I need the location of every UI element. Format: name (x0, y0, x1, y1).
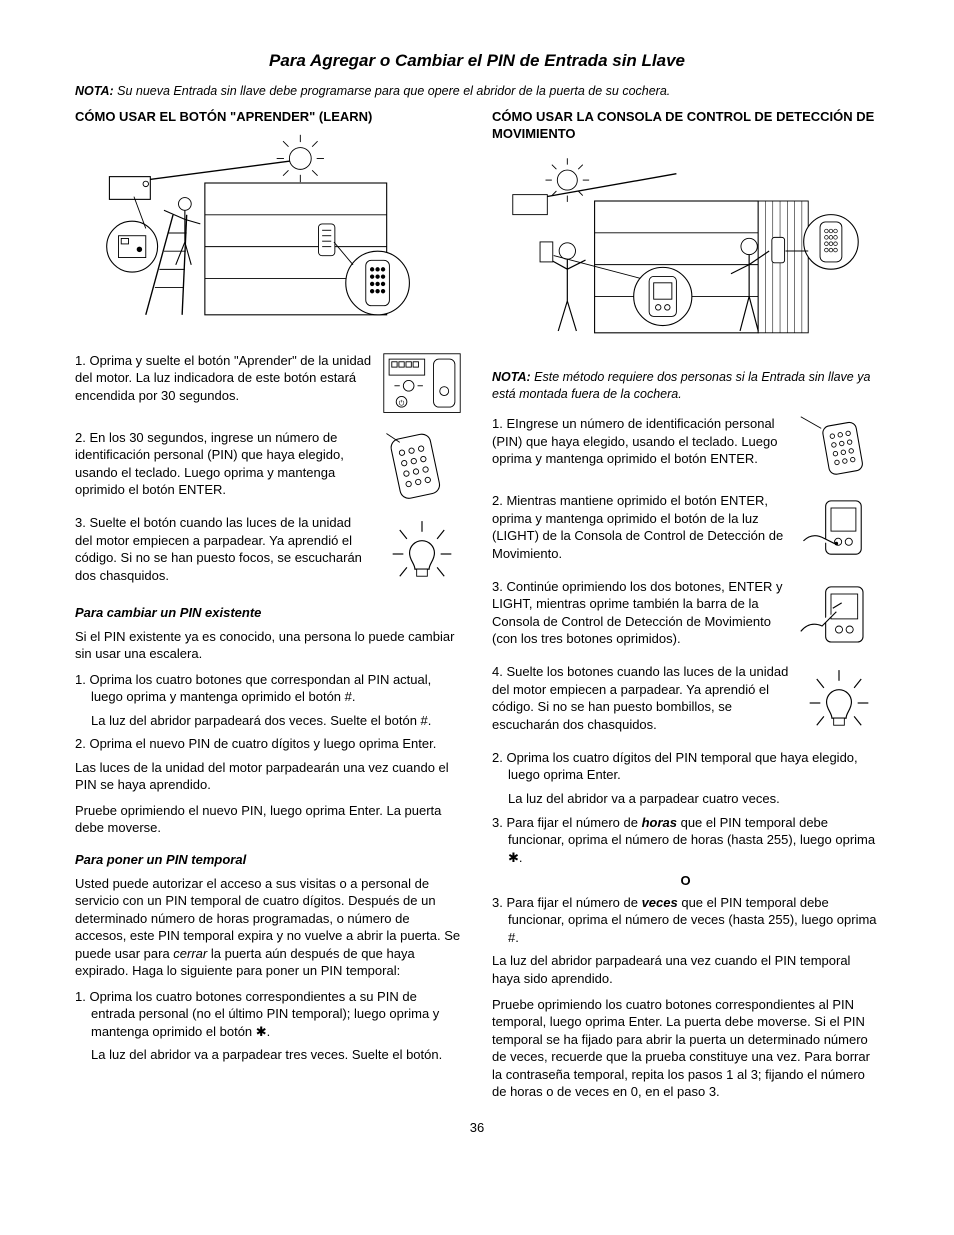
list-item: 3. Para fijar el número de horas que el … (492, 814, 879, 867)
list-item: 1. Oprima los cuatro botones que corresp… (75, 671, 462, 706)
step-text: 3. Suelte el botón cuando las luces de l… (75, 514, 372, 584)
step-text: 2. En los 30 segundos, ingrese un número… (75, 429, 372, 499)
body-text: Pruebe oprimiendo los cuatro botones cor… (492, 996, 879, 1101)
top-note: NOTA: Su nueva Entrada sin llave debe pr… (75, 83, 879, 100)
left-step-3: 3. Suelte el botón cuando las luces de l… (75, 514, 462, 590)
list-item: 1. Oprima los cuatro botones correspondi… (75, 988, 462, 1041)
right-column: CÓMO USAR LA CONSOLA DE CONTROL DE DETEC… (492, 108, 879, 1109)
step-text: 1. EIngrese un número de identificación … (492, 415, 789, 468)
left-column: CÓMO USAR EL BOTÓN "APRENDER" (LEARN) (75, 108, 462, 1109)
body-text: Pruebe oprimiendo el nuevo PIN, luego op… (75, 802, 462, 837)
console-press-icon (799, 492, 879, 568)
body-text: Usted puede autorizar el acceso a sus vi… (75, 875, 462, 980)
nota-label: NOTA: (492, 370, 531, 384)
page-number: 36 (75, 1119, 879, 1137)
keypad-icon (799, 415, 879, 482)
motor-panel-icon: ⏻ (382, 352, 462, 419)
lightbulb-icon (799, 663, 879, 739)
page-title: Para Agregar o Cambiar el PIN de Entrada… (75, 50, 879, 73)
list-sub: La luz del abridor va a parpadear cuatro… (492, 790, 879, 808)
right-step-4: 4. Suelte los botones cuando las luces d… (492, 663, 879, 739)
garage-console-illustration (492, 151, 879, 351)
step-text: 4. Suelte los botones cuando las luces d… (492, 663, 789, 733)
svg-text:⏻: ⏻ (399, 399, 405, 407)
subheading-temp-pin: Para poner un PIN temporal (75, 851, 462, 869)
lightbulb-icon (382, 514, 462, 590)
step-text: 2. Mientras mantiene oprimido el botón E… (492, 492, 789, 562)
nota-label: NOTA: (75, 84, 114, 98)
list-item: 2. Oprima el nuevo PIN de cuatro dígitos… (75, 735, 462, 753)
list-item: 2. Oprima los cuatro dígitos del PIN tem… (492, 749, 879, 784)
nota-text: Este método requiere dos personas si la … (492, 370, 870, 401)
step-text: 1. Oprima y suelte el botón "Aprender" d… (75, 352, 372, 405)
console-bar-icon (799, 578, 879, 654)
right-note: NOTA: Este método requiere dos personas … (492, 369, 879, 403)
list-item: 3. Para fijar el número de veces que el … (492, 894, 879, 947)
list-sub: La luz del abridor va a parpadear tres v… (75, 1046, 462, 1064)
subheading-change-pin: Para cambiar un PIN existente (75, 604, 462, 622)
nota-text: Su nueva Entrada sin llave debe programa… (117, 84, 670, 98)
left-heading: CÓMO USAR EL BOTÓN "APRENDER" (LEARN) (75, 108, 462, 126)
right-step-1: 1. EIngrese un número de identificación … (492, 415, 879, 482)
keypad-icon (382, 429, 462, 505)
step-text: 3. Continúe oprimiendo los dos botones, … (492, 578, 789, 648)
or-divider: O (492, 872, 879, 890)
body-text: Si el PIN existente ya es conocido, una … (75, 628, 462, 663)
right-heading: CÓMO USAR LA CONSOLA DE CONTROL DE DETEC… (492, 108, 879, 143)
garage-learn-illustration (75, 133, 462, 333)
right-step-2: 2. Mientras mantiene oprimido el botón E… (492, 492, 879, 568)
right-step-3: 3. Continúe oprimiendo los dos botones, … (492, 578, 879, 654)
body-text: Las luces de la unidad del motor parpade… (75, 759, 462, 794)
body-text: La luz del abridor parpadeará una vez cu… (492, 952, 879, 987)
list-sub: La luz del abridor parpadeará dos veces.… (75, 712, 462, 730)
left-step-1: 1. Oprima y suelte el botón "Aprender" d… (75, 352, 462, 419)
left-step-2: 2. En los 30 segundos, ingrese un número… (75, 429, 462, 505)
